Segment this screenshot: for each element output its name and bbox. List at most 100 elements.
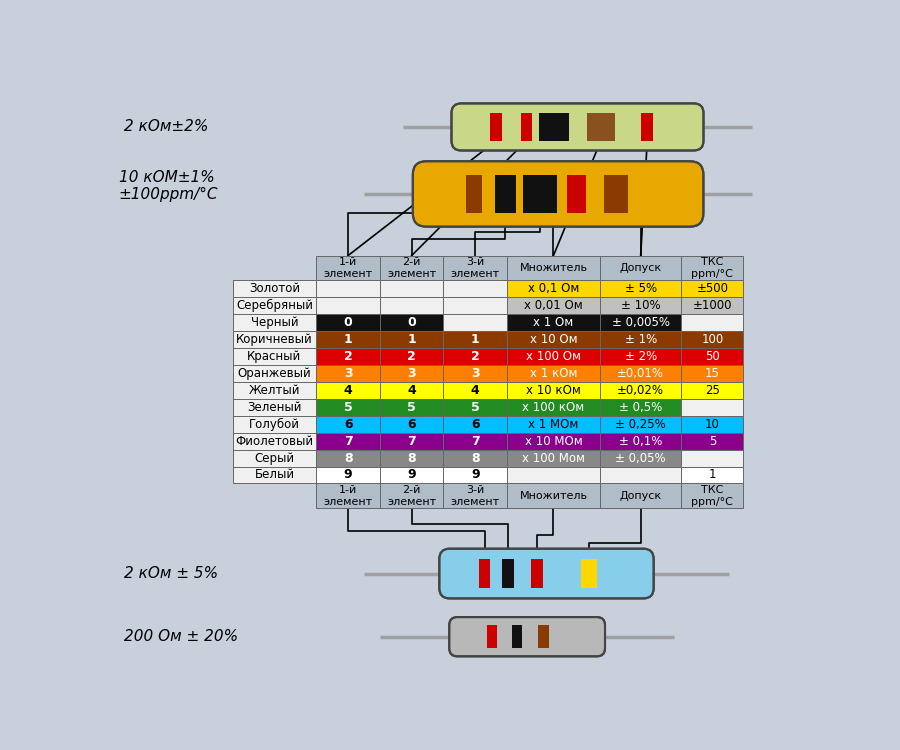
Text: 2: 2 — [471, 350, 480, 363]
Bar — [507, 433, 600, 449]
Text: Серебряный: Серебряный — [236, 299, 313, 312]
Bar — [444, 297, 507, 314]
Bar — [232, 297, 316, 314]
Text: 3: 3 — [471, 367, 480, 380]
Text: ± 5%: ± 5% — [625, 282, 657, 296]
Text: ± 0,005%: ± 0,005% — [612, 316, 670, 329]
Text: ±1000: ±1000 — [693, 299, 732, 312]
Bar — [316, 331, 380, 348]
Text: 15: 15 — [705, 367, 720, 380]
Text: ± 0,25%: ± 0,25% — [616, 418, 666, 430]
Bar — [444, 365, 507, 382]
Bar — [681, 331, 743, 348]
Bar — [444, 466, 507, 484]
Text: 1: 1 — [344, 333, 353, 346]
Bar — [681, 314, 743, 331]
Bar — [507, 416, 600, 433]
Text: 5: 5 — [344, 400, 353, 414]
Bar — [316, 256, 380, 280]
Text: 8: 8 — [344, 452, 353, 464]
Bar — [600, 331, 681, 348]
Text: 1: 1 — [471, 333, 480, 346]
Text: Оранжевый: Оранжевый — [238, 367, 311, 380]
Bar — [507, 449, 600, 466]
Text: 3-й
элемент: 3-й элемент — [451, 257, 500, 279]
Text: 2: 2 — [408, 350, 416, 363]
Text: 1-й
элемент: 1-й элемент — [323, 257, 373, 279]
Bar — [444, 433, 507, 449]
Bar — [444, 314, 507, 331]
Text: 3: 3 — [408, 367, 416, 380]
Bar — [512, 626, 522, 648]
Bar — [507, 484, 600, 508]
Text: 1: 1 — [708, 469, 716, 482]
Text: ± 0,1%: ± 0,1% — [619, 434, 662, 448]
Bar — [507, 382, 600, 399]
Bar — [444, 348, 507, 365]
Bar — [600, 416, 681, 433]
FancyBboxPatch shape — [452, 104, 704, 151]
Bar — [681, 365, 743, 382]
Bar — [316, 280, 380, 297]
Text: 2 кОм±2%: 2 кОм±2% — [124, 119, 209, 134]
Bar — [316, 297, 380, 314]
Text: 1: 1 — [408, 333, 416, 346]
Bar — [232, 382, 316, 399]
Bar — [681, 466, 743, 484]
Bar — [600, 399, 681, 416]
Bar — [380, 256, 444, 280]
Text: Допуск: Допуск — [619, 262, 662, 273]
Bar — [380, 348, 444, 365]
Text: ±0,01%: ±0,01% — [617, 367, 664, 380]
Bar — [380, 314, 444, 331]
Bar — [600, 314, 681, 331]
Bar — [232, 280, 316, 297]
Bar — [232, 466, 316, 484]
Text: 7: 7 — [408, 434, 416, 448]
Text: 9: 9 — [408, 469, 416, 482]
Text: 6: 6 — [344, 418, 353, 430]
Bar — [232, 399, 316, 416]
Text: Желтый: Желтый — [248, 384, 301, 397]
Bar — [380, 399, 444, 416]
Bar — [232, 449, 316, 466]
Text: ТКС
ppm/°C: ТКС ppm/°C — [691, 485, 734, 506]
Bar — [520, 113, 532, 141]
Text: 100: 100 — [701, 333, 724, 346]
Text: 4: 4 — [408, 384, 416, 397]
Bar — [380, 297, 444, 314]
Text: 0: 0 — [408, 316, 416, 329]
Text: 10 кОМ±1%
±100ppm/°C: 10 кОМ±1% ±100ppm/°C — [119, 170, 218, 202]
Bar — [600, 449, 681, 466]
Text: ±500: ±500 — [697, 282, 728, 296]
Text: Допуск: Допуск — [619, 490, 662, 501]
Bar — [380, 466, 444, 484]
Text: 2 кОм ± 5%: 2 кОм ± 5% — [124, 566, 218, 581]
Text: 5: 5 — [408, 400, 416, 414]
Bar — [444, 382, 507, 399]
Text: 2-й
элемент: 2-й элемент — [387, 485, 436, 506]
Bar — [502, 559, 514, 588]
Text: х 10 Ом: х 10 Ом — [530, 333, 577, 346]
Bar — [380, 449, 444, 466]
Bar — [642, 113, 653, 141]
Text: 4: 4 — [344, 384, 353, 397]
Text: 1-й
элемент: 1-й элемент — [323, 485, 373, 506]
Bar — [507, 297, 600, 314]
Bar — [444, 331, 507, 348]
Bar — [507, 314, 600, 331]
Bar — [507, 280, 600, 297]
Bar — [444, 256, 507, 280]
Bar — [444, 416, 507, 433]
FancyBboxPatch shape — [413, 161, 704, 226]
Text: х 100 кОм: х 100 кОм — [522, 400, 585, 414]
Bar — [316, 365, 380, 382]
Bar — [681, 280, 743, 297]
Bar — [507, 331, 600, 348]
Bar — [567, 175, 586, 213]
Text: 5: 5 — [708, 434, 716, 448]
Bar — [316, 348, 380, 365]
Bar — [600, 466, 681, 484]
Bar — [316, 382, 380, 399]
Text: 2: 2 — [344, 350, 353, 363]
